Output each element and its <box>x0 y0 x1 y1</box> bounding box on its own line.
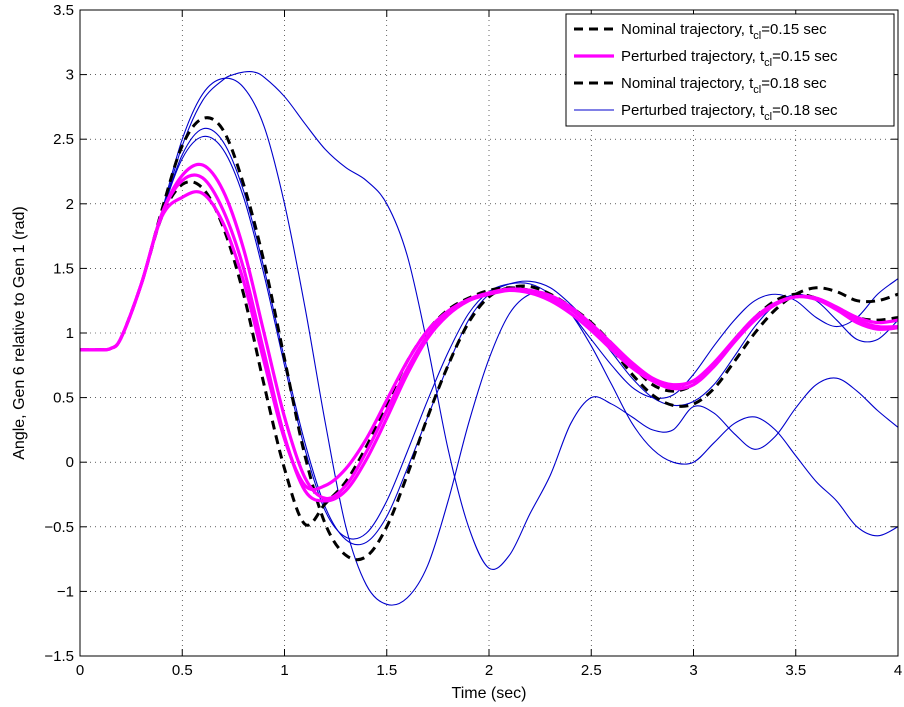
series-line-perturbed-0.18 <box>79 135 899 540</box>
legend-label-subscript: cl <box>753 30 761 42</box>
legend-box <box>565 13 895 127</box>
x-tick-label: 0.5 <box>172 662 193 679</box>
y-tick-label: 3 <box>66 67 74 84</box>
ticks-layer: 0 0.5 1 1.5 2 2.5 3 3.5 4 −1.5 −1 −0.5 0 0.5 1 1.5 2 2.5 3… <box>44 2 902 679</box>
legend-label-suffix: =0.15 sec <box>772 48 838 65</box>
legend-label-text: Perturbed trajectory, t <box>621 102 765 119</box>
legend-label-text: Nominal trajectory, t <box>621 75 754 92</box>
legend: Nominal trajectory, tcl=0.15 secPerturbe… <box>565 13 895 127</box>
x-tick-label: 2 <box>485 662 493 679</box>
series-line-nominal <box>79 116 899 562</box>
x-tick-label: 2.5 <box>581 662 602 679</box>
y-tick-label: −1 <box>57 583 74 600</box>
series-line-perturbed-0.15 <box>79 173 899 503</box>
y-tick-label: −1.5 <box>44 648 74 665</box>
series-line-perturbed-0.15 <box>79 162 899 501</box>
series-line-perturbed-0.18 <box>79 77 899 606</box>
legend-entry-label: Nominal trajectory, tcl=0.15 sec <box>621 21 827 42</box>
y-tick-label: 0 <box>66 454 74 471</box>
x-tick-label: 0 <box>76 662 84 679</box>
legend-label-suffix: =0.15 sec <box>761 21 827 38</box>
legend-entry-label: Perturbed trajectory, tcl=0.18 sec <box>621 102 838 123</box>
legend-label-suffix: =0.18 sec <box>772 102 838 119</box>
x-tick-label: 1 <box>280 662 288 679</box>
legend-label-subscript: cl <box>764 111 772 123</box>
y-tick-label: 2.5 <box>53 131 74 148</box>
y-axis-label: Angle, Gen 6 relative to Gen 1 (rad) <box>11 206 28 459</box>
y-tick-label: 1.5 <box>53 260 74 277</box>
legend-label-text: Nominal trajectory, t <box>621 21 754 38</box>
x-tick-label: 3 <box>689 662 697 679</box>
legend-entry-label: Nominal trajectory, tcl=0.18 sec <box>621 75 827 96</box>
y-tick-label: −0.5 <box>44 519 74 536</box>
series-line-perturbed-0.18 <box>79 70 899 570</box>
legend-label-suffix: =0.18 sec <box>761 75 827 92</box>
y-tick-label: 2 <box>66 196 74 213</box>
x-tick-label: 1.5 <box>376 662 397 679</box>
y-tick-label: 1 <box>66 325 74 342</box>
legend-entry-label: Perturbed trajectory, tcl=0.15 sec <box>621 48 838 69</box>
x-tick-label: 3.5 <box>785 662 806 679</box>
y-tick-label: 0.5 <box>53 390 74 407</box>
legend-label-subscript: cl <box>764 57 772 69</box>
series-layer <box>79 70 899 606</box>
x-tick-label: 4 <box>894 662 902 679</box>
series-line-nominal <box>79 180 899 527</box>
x-axis-label: Time (sec) <box>452 685 527 702</box>
legend-label-subscript: cl <box>753 84 761 96</box>
legend-label-text: Perturbed trajectory, t <box>621 48 765 65</box>
y-tick-label: 3.5 <box>53 2 74 19</box>
